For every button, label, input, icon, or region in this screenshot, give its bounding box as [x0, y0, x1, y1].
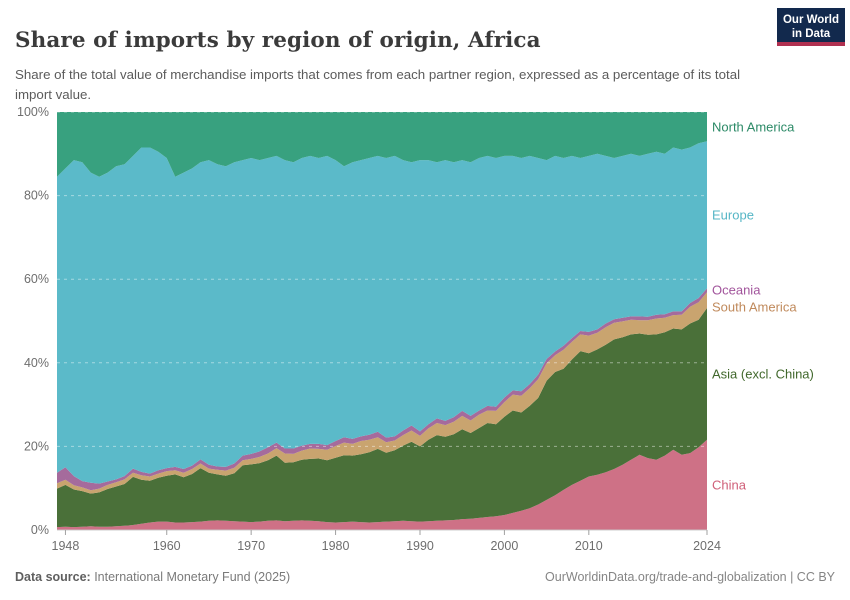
area-asia-excl-china[interactable] [57, 308, 707, 528]
area-china[interactable] [57, 439, 707, 530]
chart-subtitle: Share of the total value of merchandise … [15, 67, 741, 102]
x-tick-label: 1948 [52, 539, 80, 553]
data-source-text: International Monetary Fund (2025) [90, 570, 291, 584]
y-tick-label: 40% [24, 356, 49, 370]
legend-label-china[interactable]: China [712, 477, 746, 493]
x-tick-label: 1970 [237, 539, 265, 553]
footer-link[interactable]: OurWorldinData.org/trade-and-globalizati… [545, 570, 835, 584]
stacked-area-chart[interactable]: 0% 20% 40% 60% 80% 100% 1948 1960 1970 1980 1990 20… [0, 103, 850, 568]
legend-label-south-america[interactable]: South America [712, 299, 797, 315]
page-title: Share of imports by region of origin, Af… [15, 28, 541, 54]
x-tick-label: 1960 [153, 539, 181, 553]
legend-label-asia-excl-china[interactable]: Asia (excl. China) [712, 366, 814, 382]
legend-label-north-america[interactable]: North America [712, 119, 795, 135]
y-tick-label: 20% [24, 439, 49, 453]
x-tick-label: 2010 [575, 539, 603, 553]
y-tick-label: 80% [24, 189, 49, 203]
area-europe[interactable] [57, 141, 707, 484]
legend-label-oceania[interactable]: Oceania [712, 282, 761, 298]
chart-area: 0% 20% 40% 60% 80% 100% 1948 1960 1970 1980 1990 20… [0, 103, 850, 568]
x-tick-label: 2000 [490, 539, 518, 553]
legend-label-europe[interactable]: Europe [712, 207, 754, 223]
x-tick-label: 1990 [406, 539, 434, 553]
y-tick-label: 60% [24, 272, 49, 286]
chart-footer: Data source: International Monetary Fund… [15, 570, 835, 584]
x-tick-label: 1980 [322, 539, 350, 553]
x-tick-label: 2024 [693, 539, 721, 553]
data-source: Data source: International Monetary Fund… [15, 570, 290, 584]
owid-logo[interactable]: Our World in Data [777, 8, 845, 46]
y-tick-label: 0% [31, 523, 49, 537]
area-north-america[interactable] [57, 112, 707, 177]
owid-logo-line2: in Data [791, 28, 831, 40]
owid-logo-stripe [777, 42, 845, 46]
chart-legend: North America Europe Oceania South America A… [0, 103, 850, 568]
y-tick-label: 100% [17, 105, 49, 119]
data-source-label: Data source: [15, 570, 91, 584]
owid-logo-line1: Our World [782, 13, 839, 26]
